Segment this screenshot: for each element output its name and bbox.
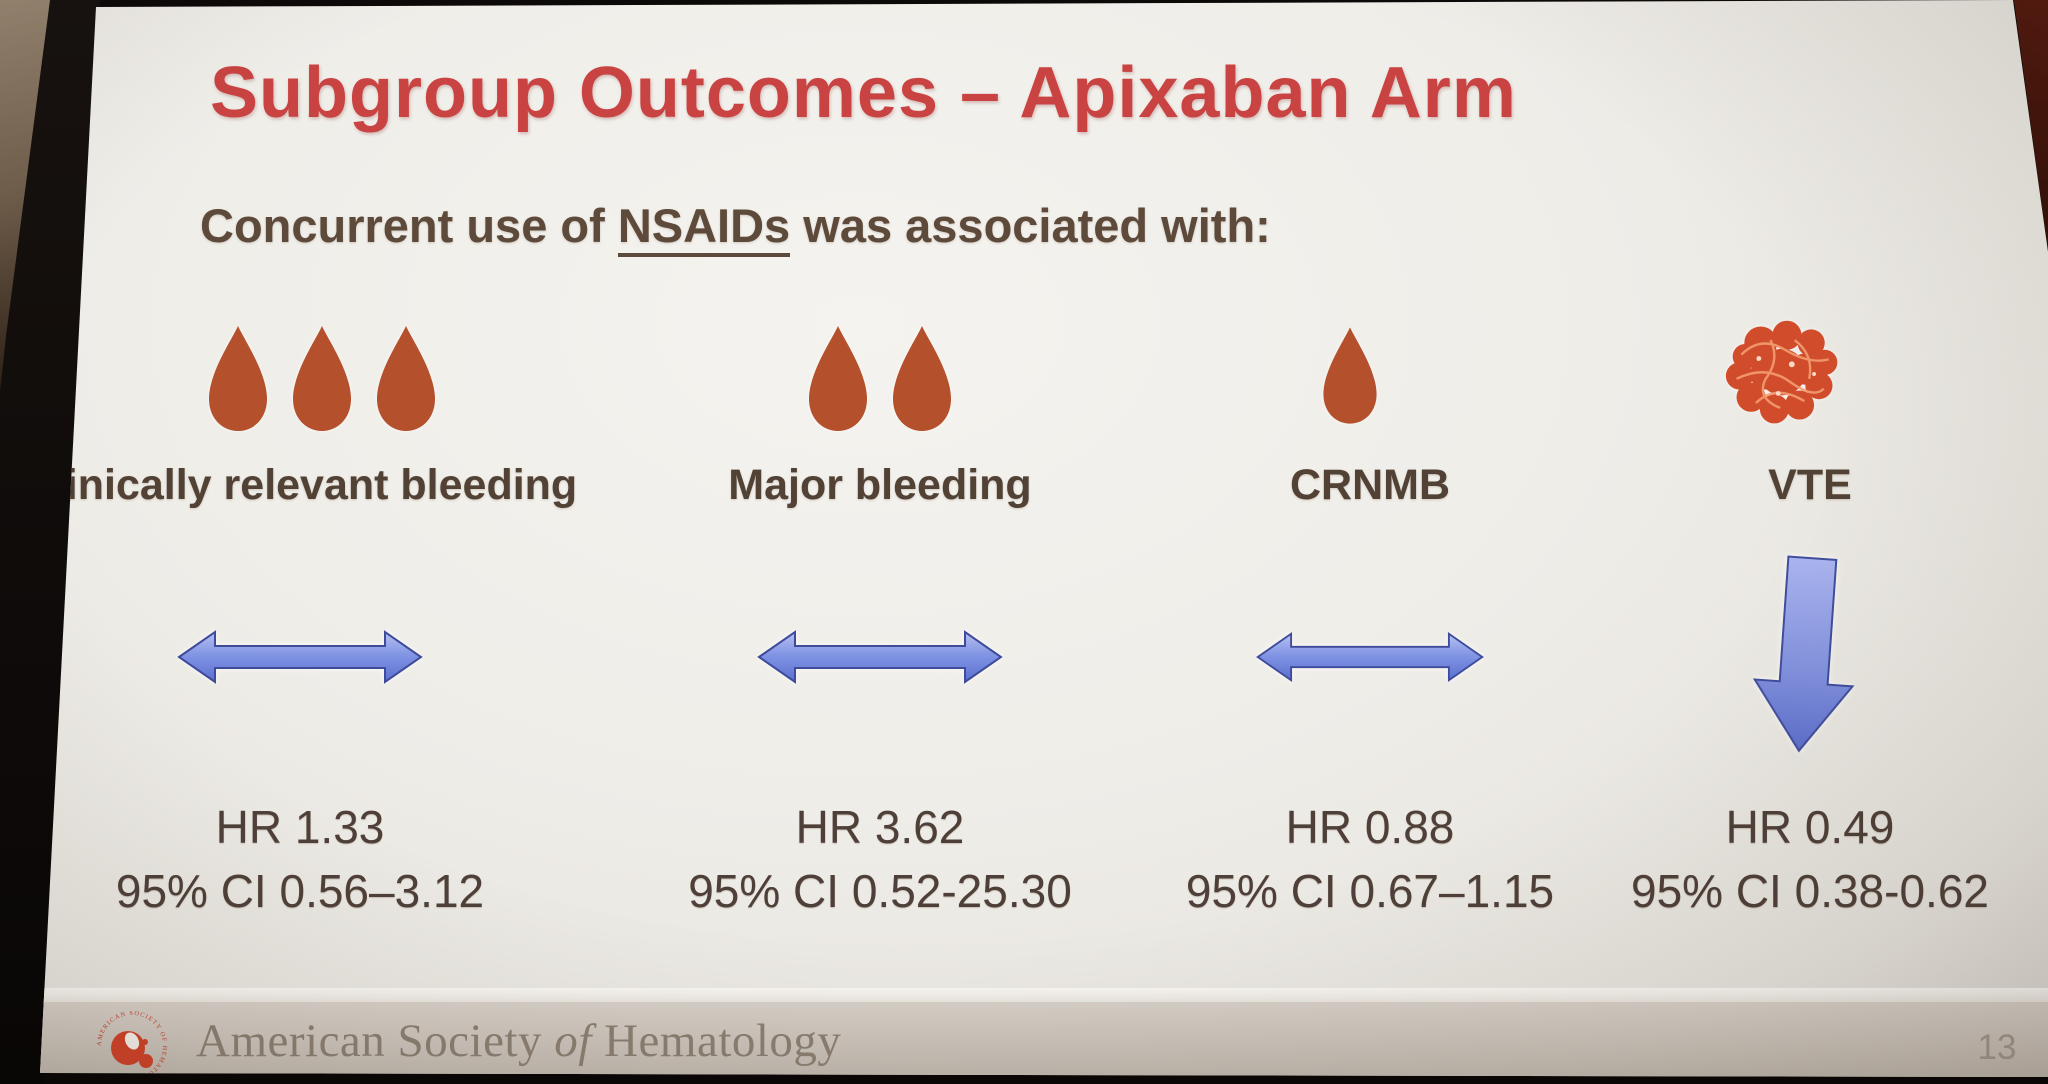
- blood-drop-icon: [293, 326, 351, 431]
- ci-value: 95% CI 0.38-0.62: [1630, 865, 1989, 917]
- hazard-ratio-block: HR 1.33 95% CI 0.56–3.12: [40, 795, 580, 923]
- footer-band: [40, 1002, 2048, 1077]
- blood-drop-icon: [209, 326, 267, 431]
- ash-logo: AMERICAN SOCIETY OF HEMATOLOGY: [96, 1010, 167, 1077]
- subtitle-suffix: was associated with:: [790, 199, 1271, 252]
- blood-drop-icon: [893, 326, 951, 431]
- horizontal-double-arrow-icon: [177, 630, 423, 684]
- slide-subtitle: Concurrent use of NSAIDs was associated …: [200, 198, 1271, 257]
- outcome-label: Clinically relevant bleeding: [22, 461, 578, 509]
- blood-clot-icon-group: [1565, 315, 2005, 433]
- horizontal-double-arrow-icon: [757, 630, 1003, 684]
- down-arrow-icon: [1752, 555, 1855, 753]
- outcome-column-vte: VTE HR 0.49 95% CI 0.38-0.62: [1590, 315, 2030, 975]
- outcome-column-crnmb: CRNMB HR 0.88 95% CI 0.67–1.15: [1130, 315, 1610, 975]
- slide-title: Subgroup Outcomes – Apixaban Arm: [210, 53, 1517, 133]
- horizontal-double-arrow-icon: [1256, 632, 1484, 682]
- blood-drop-icon: [809, 326, 867, 431]
- subtitle-prefix: Concurrent use of: [200, 199, 618, 252]
- blood-drops-icon-group: [42, 323, 602, 433]
- ci-value: 95% CI 0.52-25.30: [688, 865, 1072, 917]
- hr-value: HR 1.33: [215, 801, 385, 853]
- outcome-label: CRNMB: [1289, 461, 1451, 509]
- ci-value: 95% CI 0.67–1.15: [1185, 865, 1555, 917]
- outcome-label: Major bleeding: [728, 461, 1032, 509]
- hr-value: HR 3.62: [795, 801, 965, 853]
- blood-drop-icon: [377, 326, 435, 431]
- blood-drop-icon: [1323, 327, 1377, 424]
- blood-drops-icon-group: [1110, 323, 1590, 427]
- hr-value: HR 0.88: [1285, 801, 1455, 853]
- hr-value: HR 0.49: [1725, 801, 1895, 853]
- hazard-ratio-block: HR 0.49 95% CI 0.38-0.62: [1530, 795, 2048, 923]
- page-number: 13: [1977, 1028, 2017, 1067]
- hazard-ratio-block: HR 3.62 95% CI 0.52-25.30: [600, 795, 1160, 923]
- outcome-column-major-bleeding: Major bleeding HR 3.62 95% CI 0.52-25.30: [630, 315, 1130, 975]
- blood-drops-icon-group: [630, 323, 1130, 433]
- footer-org-name: American Society of Hematology: [196, 1015, 842, 1067]
- outcome-label: VTE: [1768, 461, 1852, 509]
- ci-value: 95% CI 0.56–3.12: [115, 865, 485, 917]
- footer-highlight-strip: [40, 988, 2048, 1004]
- hazard-ratio-block: HR 0.88 95% CI 0.67–1.15: [1090, 795, 1650, 923]
- outcome-column-clinically-relevant-bleeding: Clinically relevant bleeding HR 1.33 95%…: [22, 315, 580, 975]
- subtitle-underlined-term: NSAIDs: [617, 199, 791, 257]
- blood-clot-icon: [1725, 320, 1838, 424]
